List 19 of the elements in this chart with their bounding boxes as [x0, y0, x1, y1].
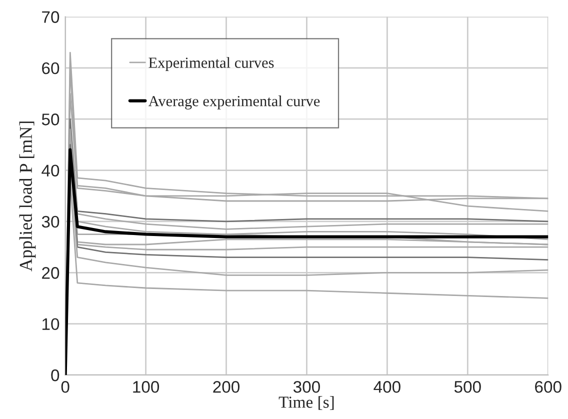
x-axis-title: Time [s] [278, 396, 334, 410]
x-tick-label: 600 [535, 381, 562, 393]
y-tick-label: 10 [42, 318, 60, 330]
x-tick-label: 400 [374, 381, 400, 393]
legend-label: Experimental curves [148, 57, 274, 72]
y-tick-label: 60 [42, 62, 60, 74]
x-tick-label: 300 [293, 381, 320, 393]
y-tick-label: 20 [42, 267, 60, 279]
y-tick-label: 0 [51, 369, 60, 382]
x-tick-label: 500 [454, 381, 481, 393]
y-tick-label: 40 [42, 164, 60, 176]
legend-label: Average experimental curve [148, 96, 320, 110]
y-tick-label: 50 [42, 114, 60, 126]
y-tick-label: 30 [42, 216, 60, 228]
x-tick-label: 0 [61, 381, 70, 393]
x-tick-label: 200 [213, 381, 240, 393]
y-axis-title: Applied load P [mN] [19, 122, 36, 272]
x-tick-label: 100 [133, 381, 160, 393]
y-tick-label: 70 [42, 11, 60, 23]
